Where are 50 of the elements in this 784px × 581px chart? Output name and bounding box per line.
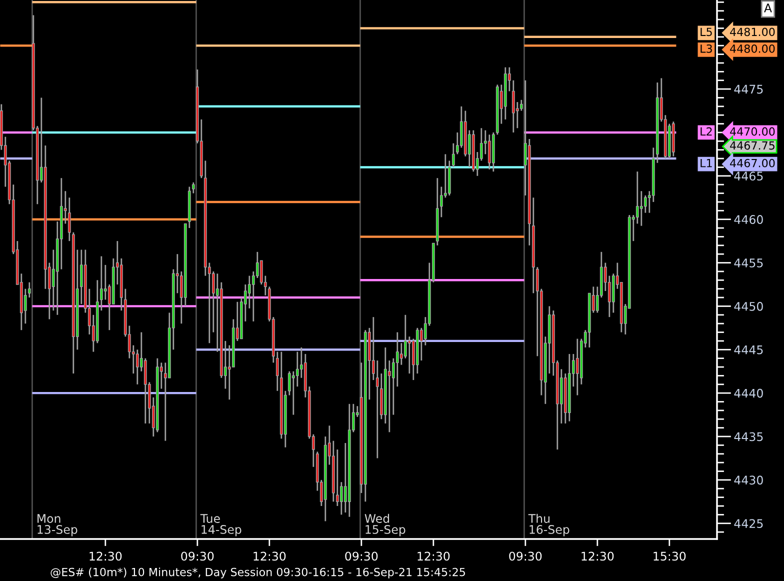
x-tick-label: 09:30 — [345, 552, 378, 561]
y-tick-label: 4475 — [734, 84, 763, 94]
candlestick — [296, 351, 299, 388]
legend-label: L2 — [700, 127, 712, 136]
candlestick — [68, 196, 71, 242]
y-tick-label: 4430 — [734, 476, 763, 485]
y-tick-label: 4455 — [734, 258, 763, 268]
y-tick-label: 4440 — [734, 388, 763, 398]
candlestick — [376, 360, 379, 459]
x-tick-label: 09:30 — [181, 552, 214, 561]
x-tick-label: 12:30 — [418, 552, 450, 561]
candlestick — [636, 170, 639, 224]
text: 4467.75 — [730, 141, 774, 150]
candlestick — [104, 264, 107, 300]
candlestick — [340, 481, 343, 516]
y-tick-label: 4465 — [734, 172, 763, 181]
candlestick — [388, 360, 391, 433]
text: 4481.00 — [730, 28, 775, 36]
annotation: Tue 14-Sep — [200, 514, 242, 536]
candlestick — [144, 358, 147, 424]
candlestick — [488, 134, 491, 170]
text: 4480.00 — [730, 44, 775, 53]
candlestick — [336, 448, 339, 507]
legend-label: L1 — [700, 159, 712, 168]
text: 4470.00 — [730, 127, 775, 136]
candlestick — [512, 80, 515, 134]
text: @ES# (10m*) 10 Minutes*, Day Session 09:30-16:15 - 16-Sep-21 15:45:25 — [50, 568, 465, 578]
annotation: Thu 16-Sep — [528, 514, 570, 536]
annotation: Wed 15-Sep — [364, 514, 406, 536]
candlestick — [452, 142, 455, 168]
y-tick-label: 4460 — [734, 215, 763, 224]
y-tick-label: 4450 — [734, 302, 763, 311]
candlestick — [640, 190, 643, 227]
annotation: Mon 13-Sep — [38, 514, 78, 536]
y-tick-label: 4445 — [734, 346, 763, 354]
text: 4467.00 — [730, 158, 775, 168]
x-tick-label: 12:30 — [254, 552, 286, 561]
text: A — [764, 4, 772, 12]
y-tick-label: 4425 — [734, 519, 763, 528]
y-tick-label: 4435 — [734, 432, 763, 442]
candlestick — [408, 336, 411, 374]
x-tick-label: 12:30 — [582, 552, 614, 561]
candlestick — [644, 194, 647, 214]
x-tick-label: 15:30 — [654, 552, 686, 561]
legend-label: L3 — [700, 44, 712, 53]
candlestick — [396, 332, 399, 388]
x-tick-label: 09:30 — [509, 552, 542, 561]
x-tick-label: 12:30 — [90, 552, 122, 561]
candlestick — [576, 338, 579, 396]
legend-label: L5 — [700, 28, 712, 36]
